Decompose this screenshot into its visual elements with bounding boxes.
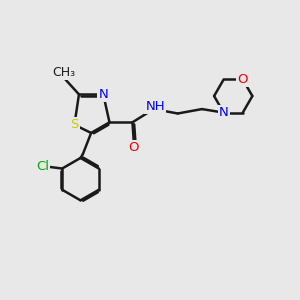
Text: N: N xyxy=(98,88,108,101)
Text: S: S xyxy=(70,118,79,131)
Text: NH: NH xyxy=(145,100,165,113)
Text: O: O xyxy=(238,73,248,86)
Text: Cl: Cl xyxy=(36,160,49,173)
Text: N: N xyxy=(219,106,229,119)
Text: CH₃: CH₃ xyxy=(53,66,76,80)
Text: O: O xyxy=(129,141,139,154)
